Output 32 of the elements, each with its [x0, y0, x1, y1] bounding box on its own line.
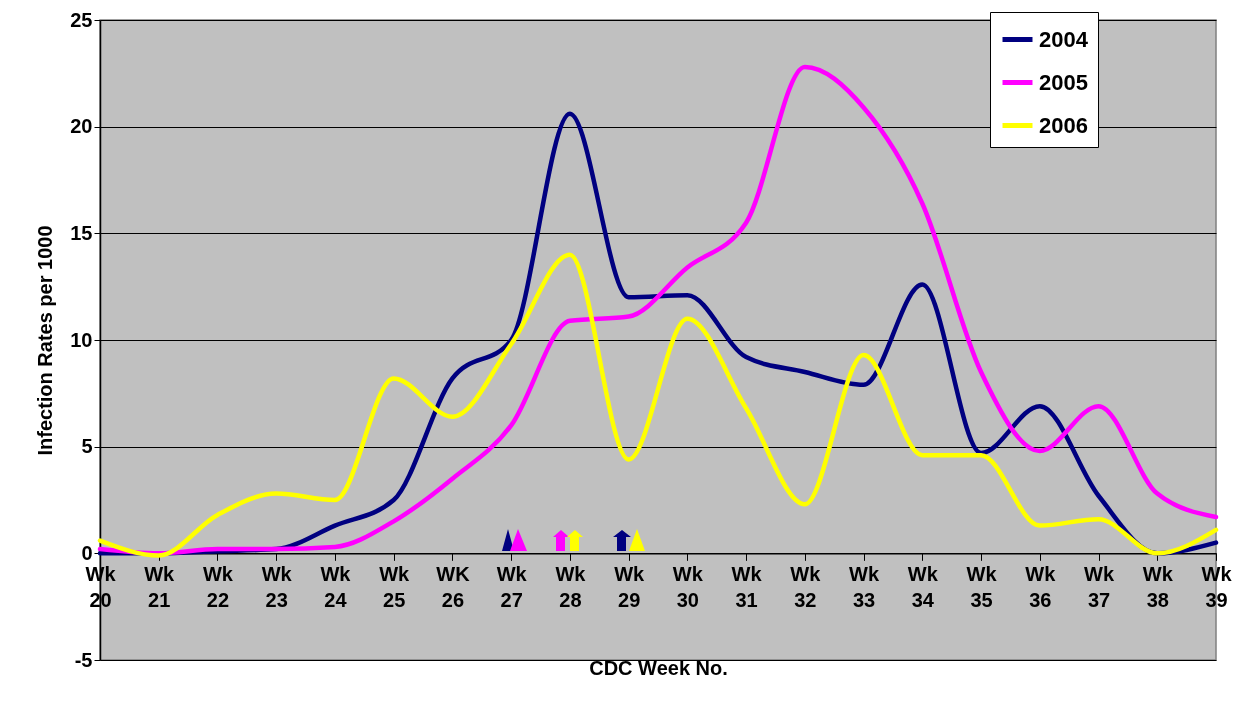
x-tick-label: Wk 33 — [849, 562, 880, 611]
x-tick-label: Wk 24 — [320, 562, 352, 611]
x-tick-label: Wk 25 — [379, 562, 411, 611]
x-tick-label: Wk 22 — [202, 562, 234, 611]
x-tick-label: Wk 32 — [790, 562, 822, 611]
y-tick-label: -5 — [74, 648, 93, 671]
x-tick-label: Wk 36 — [1025, 562, 1057, 611]
x-tick-label: Wk 39 — [1201, 562, 1233, 611]
x-tick-label: Wk 37 — [1084, 562, 1115, 611]
x-tick-label: Wk 31 — [731, 562, 763, 611]
x-tick-label: Wk 38 — [1142, 562, 1174, 611]
y-tick-label: 5 — [81, 435, 93, 458]
x-tick-label: Wk 34 — [907, 562, 939, 611]
x-tick-label: Wk 27 — [496, 562, 528, 611]
x-tick-label: Wk 29 — [614, 562, 646, 611]
y-tick-label: 10 — [70, 328, 93, 351]
y-tick-label: 15 — [70, 221, 93, 244]
y-tick-label: 25 — [70, 8, 93, 31]
x-axis-title: CDC Week No. — [589, 656, 728, 679]
y-tick-label: 20 — [70, 115, 93, 138]
x-tick-label: Wk 30 — [672, 562, 704, 611]
x-tick-label: Wk 23 — [261, 562, 293, 611]
x-tick-label: Wk 21 — [144, 562, 176, 611]
line-series — [97, 252, 1219, 558]
x-tick-label: Wk 35 — [966, 562, 998, 611]
y-tick-label: 0 — [81, 541, 93, 564]
legend-label: 2005 — [1039, 69, 1088, 95]
legend-label: 2006 — [1039, 112, 1088, 138]
y-axis-title: Infection Rates per 1000 — [34, 225, 57, 456]
x-tick-label: WK 26 — [436, 562, 471, 611]
x-tick-label: Wk 28 — [555, 562, 587, 611]
legend-label: 2004 — [1039, 26, 1089, 52]
